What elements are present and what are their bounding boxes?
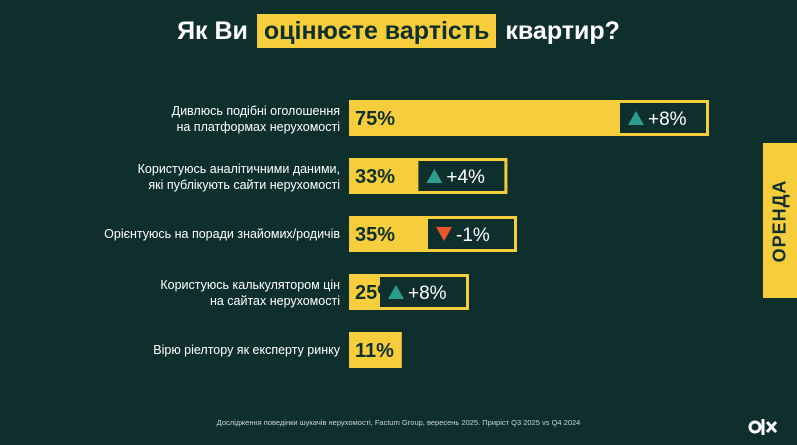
value-label: 75% bbox=[355, 108, 395, 130]
chart-title: Як Ви оцінюєте вартість квартир? bbox=[0, 14, 797, 48]
down-triangle-icon bbox=[436, 227, 452, 241]
title-part-1: Як Ви bbox=[177, 17, 248, 45]
bar bbox=[349, 332, 402, 368]
up-triangle-icon bbox=[628, 111, 644, 125]
category-label: Вірю ріелтору як експерту ринку bbox=[153, 343, 340, 357]
up-triangle-icon bbox=[426, 169, 443, 183]
change-label: +8% bbox=[648, 109, 687, 130]
value-label: 11% bbox=[355, 340, 394, 362]
change-label: -1% bbox=[456, 225, 490, 246]
bar-chart: Дивлюсь подібні оголошення на платформах … bbox=[104, 100, 709, 368]
change-label: +4% bbox=[446, 167, 485, 188]
title-part-2: квартир? bbox=[505, 17, 620, 45]
category-label: Користуюсь аналітичними даними, які публі… bbox=[138, 162, 340, 192]
change-label: +8% bbox=[408, 283, 447, 304]
title-highlight: оцінюєте вартість bbox=[256, 14, 497, 48]
source-footnote: Дослідження поведінки шукачів нерухомост… bbox=[216, 418, 581, 427]
category-label: Дивлюсь подібні оголошення на платформах … bbox=[172, 104, 340, 134]
olx-logo bbox=[748, 413, 778, 438]
rent-side-tab: ОРЕНДА bbox=[763, 143, 797, 298]
category-label: Користуюсь калькулятором цін на сайтах не… bbox=[160, 278, 340, 308]
value-label: 35% bbox=[355, 224, 395, 246]
category-label: Орієнтуюсь на поради знайомих/родичів bbox=[104, 227, 340, 241]
up-triangle-icon bbox=[388, 285, 404, 299]
olx-logo-icon bbox=[748, 419, 778, 435]
rent-side-tab-label: ОРЕНДА bbox=[769, 179, 790, 262]
value-label: 33% bbox=[355, 166, 395, 188]
